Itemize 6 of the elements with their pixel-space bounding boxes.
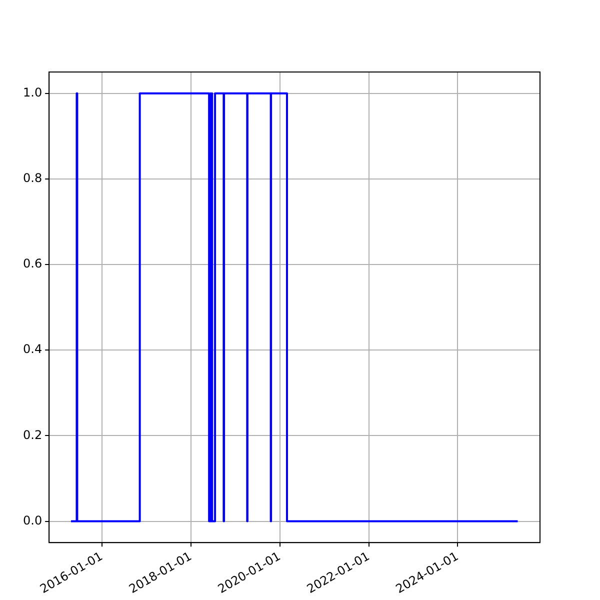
y-tick-label: 0.2 [22, 428, 42, 442]
y-tick-label: 0.8 [22, 171, 42, 186]
y-tick-label: 0.0 [22, 513, 42, 528]
y-tick-label: 0.6 [22, 256, 42, 271]
y-tick-label: 1.0 [22, 86, 42, 100]
y-tick-label: 0.4 [22, 342, 42, 356]
